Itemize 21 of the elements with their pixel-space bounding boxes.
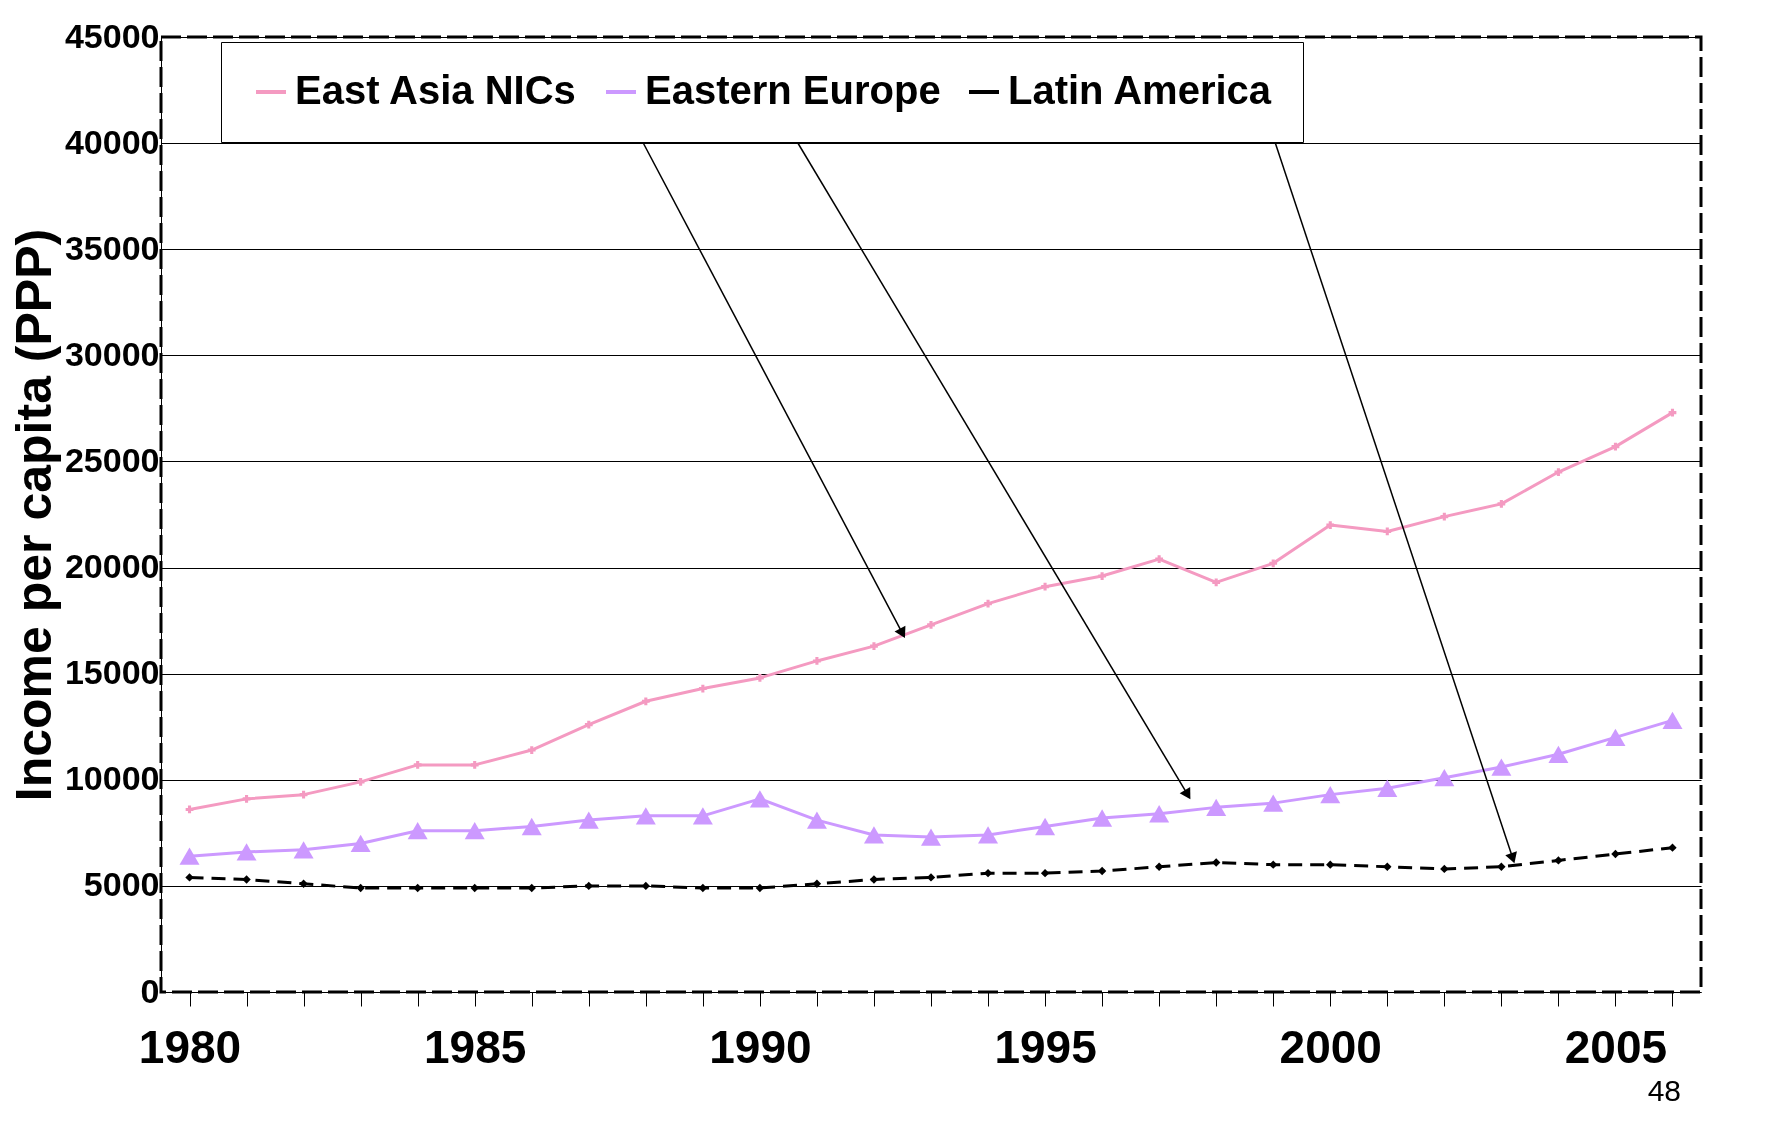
x-tick-label: 1990 [709,1020,812,1073]
text: 48 [1647,1074,1681,1107]
legend-label: Eastern Europe [645,68,941,112]
x-tick-label: 2005 [1564,1020,1668,1073]
y-tick-label: 30000 [64,334,160,373]
x-tick-label: 1985 [424,1020,527,1073]
x-tick-label: 1995 [994,1020,1097,1073]
legend-label: Latin America [1008,68,1272,112]
y-tick-label: 15000 [64,653,160,692]
y-tick-label: 10000 [64,759,160,798]
y-axis-title: Income per capita (PPP) [5,228,62,802]
y-tick-label: 5000 [83,865,160,904]
legend-label: East Asia NICs [295,68,576,112]
y-tick-label: 20000 [64,547,160,586]
y-tick-label: 35000 [64,228,160,267]
x-tick-label: 2000 [1279,1020,1382,1073]
x-tick-label: 1980 [138,1020,242,1073]
y-tick-label: 45000 [64,16,160,55]
y-tick-label: 25000 [64,440,160,479]
y-tick-label: 0 [140,971,160,1010]
y-tick-label: 40000 [64,122,160,161]
